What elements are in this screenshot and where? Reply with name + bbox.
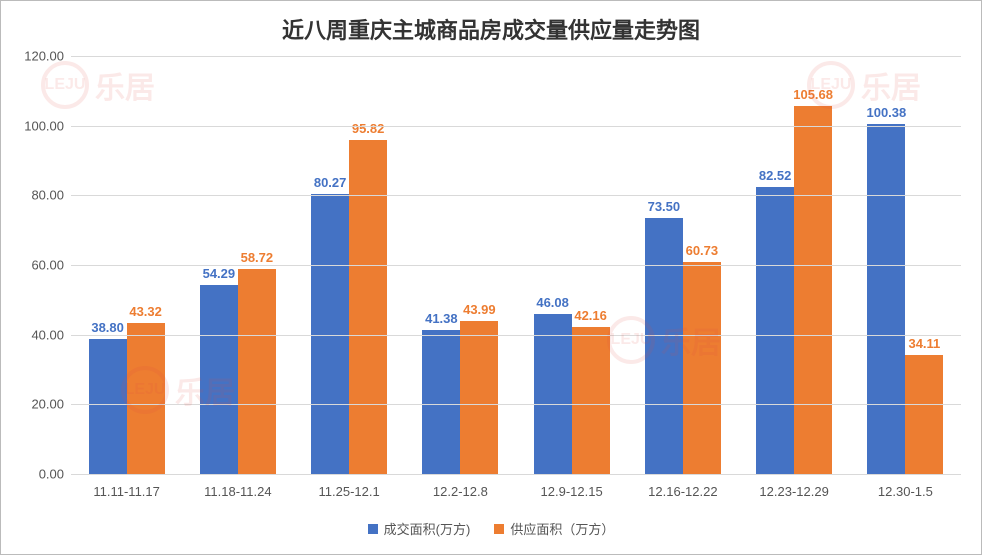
bar-value-label: 42.16 bbox=[574, 308, 607, 327]
chart-container: 近八周重庆主城商品房成交量供应量走势图 38.8043.3254.2958.72… bbox=[0, 0, 982, 555]
bar-value-label: 34.11 bbox=[908, 336, 940, 355]
bar: 34.11 bbox=[905, 355, 943, 474]
chart-title: 近八周重庆主城商品房成交量供应量走势图 bbox=[1, 1, 981, 45]
bar-value-label: 43.99 bbox=[463, 302, 496, 321]
plot-area: 38.8043.3254.2958.7280.2795.8241.3843.99… bbox=[71, 56, 961, 474]
bar-value-label: 46.08 bbox=[536, 295, 569, 314]
y-axis-label: 100.00 bbox=[16, 118, 64, 133]
y-axis-label: 120.00 bbox=[16, 49, 64, 64]
x-axis-label: 12.16-12.22 bbox=[627, 484, 738, 499]
bar-value-label: 41.38 bbox=[425, 311, 458, 330]
bar: 46.08 bbox=[534, 314, 572, 475]
y-axis-label: 40.00 bbox=[16, 327, 64, 342]
legend-label: 成交面积(万方) bbox=[384, 519, 471, 538]
bar: 105.68 bbox=[794, 106, 832, 474]
bar: 58.72 bbox=[238, 269, 276, 474]
grid-line bbox=[71, 265, 961, 266]
bar-value-label: 60.73 bbox=[686, 243, 719, 262]
bar: 38.80 bbox=[89, 339, 127, 474]
bar-value-label: 54.29 bbox=[203, 266, 236, 285]
x-axis-label: 11.11-11.17 bbox=[71, 484, 182, 499]
grid-line bbox=[71, 56, 961, 57]
x-axis-label: 12.23-12.29 bbox=[739, 484, 850, 499]
bar-value-label: 100.38 bbox=[866, 105, 906, 124]
bar-value-label: 43.32 bbox=[129, 304, 162, 323]
bar: 42.16 bbox=[572, 327, 610, 474]
legend-item: 供应面积（万方） bbox=[494, 519, 614, 538]
legend: 成交面积(万方) 供应面积（万方） bbox=[1, 519, 981, 538]
bar: 43.32 bbox=[127, 323, 165, 474]
grid-line bbox=[71, 126, 961, 127]
y-axis-label: 60.00 bbox=[16, 258, 64, 273]
legend-label: 供应面积（万方） bbox=[510, 519, 614, 538]
grid-line bbox=[71, 404, 961, 405]
bar: 95.82 bbox=[349, 140, 387, 474]
legend-swatch bbox=[368, 524, 378, 534]
x-axis-label: 11.25-12.1 bbox=[294, 484, 405, 499]
bar: 41.38 bbox=[422, 330, 460, 474]
grid-line bbox=[71, 195, 961, 196]
grid-line bbox=[71, 335, 961, 336]
bar-value-label: 73.50 bbox=[648, 199, 681, 218]
x-axis-label: 12.9-12.15 bbox=[516, 484, 627, 499]
bar-value-label: 58.72 bbox=[241, 250, 274, 269]
bar: 100.38 bbox=[867, 124, 905, 474]
x-axis-labels: 11.11-11.1711.18-11.2411.25-12.112.2-12.… bbox=[71, 484, 961, 499]
bar: 82.52 bbox=[756, 187, 794, 474]
x-axis-label: 12.30-1.5 bbox=[850, 484, 961, 499]
x-axis-label: 12.2-12.8 bbox=[405, 484, 516, 499]
legend-item: 成交面积(万方) bbox=[368, 519, 471, 538]
y-axis-label: 80.00 bbox=[16, 188, 64, 203]
y-axis-label: 20.00 bbox=[16, 397, 64, 412]
bar: 43.99 bbox=[460, 321, 498, 474]
bar-value-label: 38.80 bbox=[91, 320, 124, 339]
bar-value-label: 82.52 bbox=[759, 168, 792, 187]
bar: 54.29 bbox=[200, 285, 238, 474]
y-axis-label: 0.00 bbox=[16, 467, 64, 482]
bar: 73.50 bbox=[645, 218, 683, 474]
bar: 60.73 bbox=[683, 262, 721, 474]
bar-value-label: 80.27 bbox=[314, 175, 347, 194]
bar-value-label: 105.68 bbox=[793, 87, 833, 106]
bar-value-label: 95.82 bbox=[352, 121, 385, 140]
x-axis-label: 11.18-11.24 bbox=[182, 484, 293, 499]
legend-swatch bbox=[494, 524, 504, 534]
grid-line bbox=[71, 474, 961, 475]
